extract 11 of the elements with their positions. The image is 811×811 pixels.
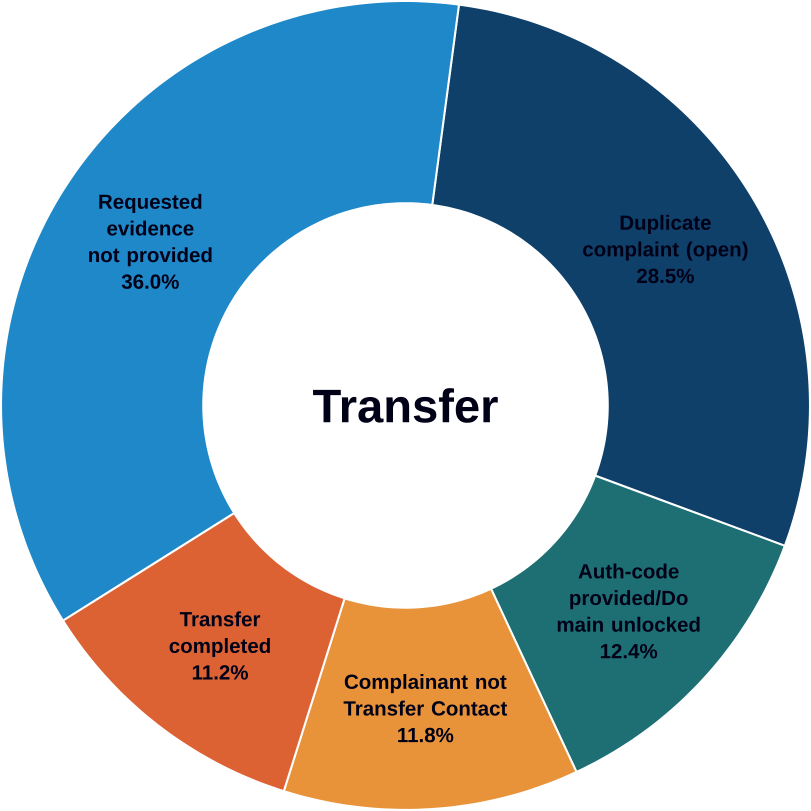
data-label: 12.4% [600,644,658,658]
data-label: 11.8% [398,728,454,742]
data-label: 28.5% [637,268,694,284]
slice-label: Duplicate complaint (open) [583,214,748,261]
slice-label: Auth-code provided/Do main unlocked [558,564,700,632]
data-label: 36.0% [122,274,179,289]
text: Transfer [313,388,498,423]
data-label: 11.2% [192,665,248,680]
slice-label: Transfer completed [170,611,270,658]
slice-label: Complainant not Transfer Contact [344,674,508,716]
slice-label: Requested evidence not provided [89,194,212,266]
